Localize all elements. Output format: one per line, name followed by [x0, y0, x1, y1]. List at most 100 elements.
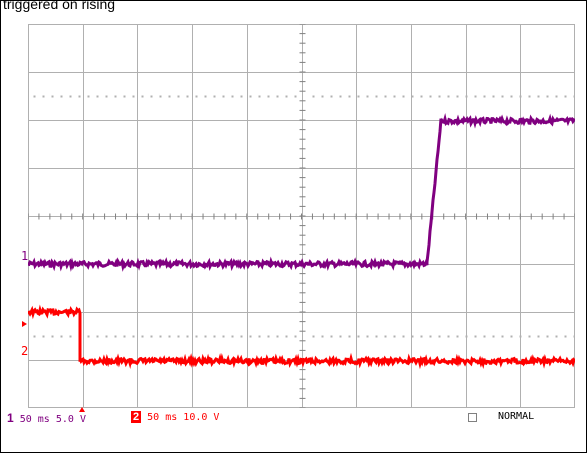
grid-dot — [420, 95, 423, 98]
grid-dot — [366, 95, 369, 98]
grid-dot — [321, 335, 324, 338]
trigger-mode-label: NORMAL — [498, 411, 535, 422]
grid-dot — [573, 95, 575, 98]
grid-dot — [330, 335, 333, 338]
grid-dot — [339, 335, 342, 338]
channel-2-info: 2 50 ms 10.0 V — [131, 411, 219, 423]
grid-dot — [384, 335, 387, 338]
grid-dot — [78, 95, 81, 98]
grid-dot — [546, 95, 549, 98]
grid-dot — [204, 335, 207, 338]
grid-dot — [456, 95, 459, 98]
grid-dot — [213, 95, 216, 98]
grid-dot — [276, 335, 279, 338]
grid-dot — [564, 335, 567, 338]
channel-2-trace — [28, 304, 575, 370]
grid-dot — [33, 335, 36, 338]
grid-dot — [312, 335, 315, 338]
channel-2-volts: 10.0 V — [183, 412, 220, 423]
channel-2-marker: 2 — [21, 344, 29, 358]
trigger-status-icon — [468, 413, 477, 422]
grid-dot — [447, 335, 450, 338]
grid-dot — [186, 335, 189, 338]
channel-1-trace — [28, 112, 575, 272]
channel-1-info: 1 50 ms 5.0 V — [7, 411, 86, 425]
grid-dot — [177, 95, 180, 98]
grid-dot — [222, 95, 225, 98]
grid-dot — [366, 335, 369, 338]
grid-dot — [321, 95, 324, 98]
scope-screen — [28, 24, 575, 408]
grid-dot — [105, 335, 108, 338]
grid-dot — [492, 95, 495, 98]
grid-dot — [168, 95, 171, 98]
channel-1-marker: 1 — [21, 249, 29, 263]
grid-dot — [195, 335, 198, 338]
grid-dot — [402, 95, 405, 98]
grid-dot — [375, 335, 378, 338]
grid-dot — [186, 95, 189, 98]
grid-dot — [348, 335, 351, 338]
grid-dot — [249, 335, 252, 338]
graticule — [28, 24, 575, 408]
grid-dot — [465, 95, 468, 98]
grid-dot — [420, 335, 423, 338]
grid-dot — [294, 95, 297, 98]
grid-dot — [114, 335, 117, 338]
grid-dot — [384, 95, 387, 98]
trigger-position-arrow — [79, 407, 85, 412]
grid-dot — [231, 95, 234, 98]
grid-dot — [132, 95, 135, 98]
grid-dot — [60, 335, 63, 338]
grid-dot — [150, 335, 153, 338]
grid-dot — [465, 335, 468, 338]
grid-dot — [150, 95, 153, 98]
grid-dot — [105, 95, 108, 98]
grid-dot — [240, 95, 243, 98]
grid-dot — [555, 95, 558, 98]
channel-2-number: 2 — [131, 411, 142, 423]
grid-dot — [519, 95, 522, 98]
header-text: triggered on rising — [3, 0, 116, 12]
grid-dot — [42, 95, 45, 98]
grid-dot — [339, 95, 342, 98]
grid-dot — [51, 335, 54, 338]
grid-dot — [294, 335, 297, 338]
grid-dot — [222, 335, 225, 338]
grid-dot — [474, 335, 477, 338]
grid-dot — [96, 95, 99, 98]
grid-dot — [69, 335, 72, 338]
grid-dot — [393, 335, 396, 338]
grid-dot — [69, 95, 72, 98]
grid-dot — [447, 95, 450, 98]
grid-dot — [240, 335, 243, 338]
grid-dot — [519, 335, 522, 338]
grid-dot — [357, 95, 360, 98]
grid-dot — [231, 335, 234, 338]
channel-2-timebase: 50 ms — [147, 412, 178, 423]
grid-dot — [87, 95, 90, 98]
grid-dot — [159, 95, 162, 98]
grid-dot — [96, 335, 99, 338]
grid-dot — [483, 335, 486, 338]
grid-dot — [168, 335, 171, 338]
grid-dot — [438, 95, 441, 98]
grid-dot — [276, 95, 279, 98]
grid-dot — [87, 335, 90, 338]
grid-dot — [501, 95, 504, 98]
grid-dot — [141, 335, 144, 338]
trigger-level-arrow — [22, 321, 27, 327]
grid-dot — [51, 95, 54, 98]
grid-dot — [123, 335, 126, 338]
grid-dot — [33, 95, 36, 98]
grid-dot — [249, 95, 252, 98]
grid-dot — [132, 335, 135, 338]
grid-dot — [393, 95, 396, 98]
grid-dot — [411, 95, 414, 98]
grid-dot — [285, 95, 288, 98]
grid-dot — [267, 335, 270, 338]
grid-dot — [528, 95, 531, 98]
grid-dot — [456, 335, 459, 338]
grid-dot — [411, 335, 414, 338]
grid-dot — [546, 335, 549, 338]
